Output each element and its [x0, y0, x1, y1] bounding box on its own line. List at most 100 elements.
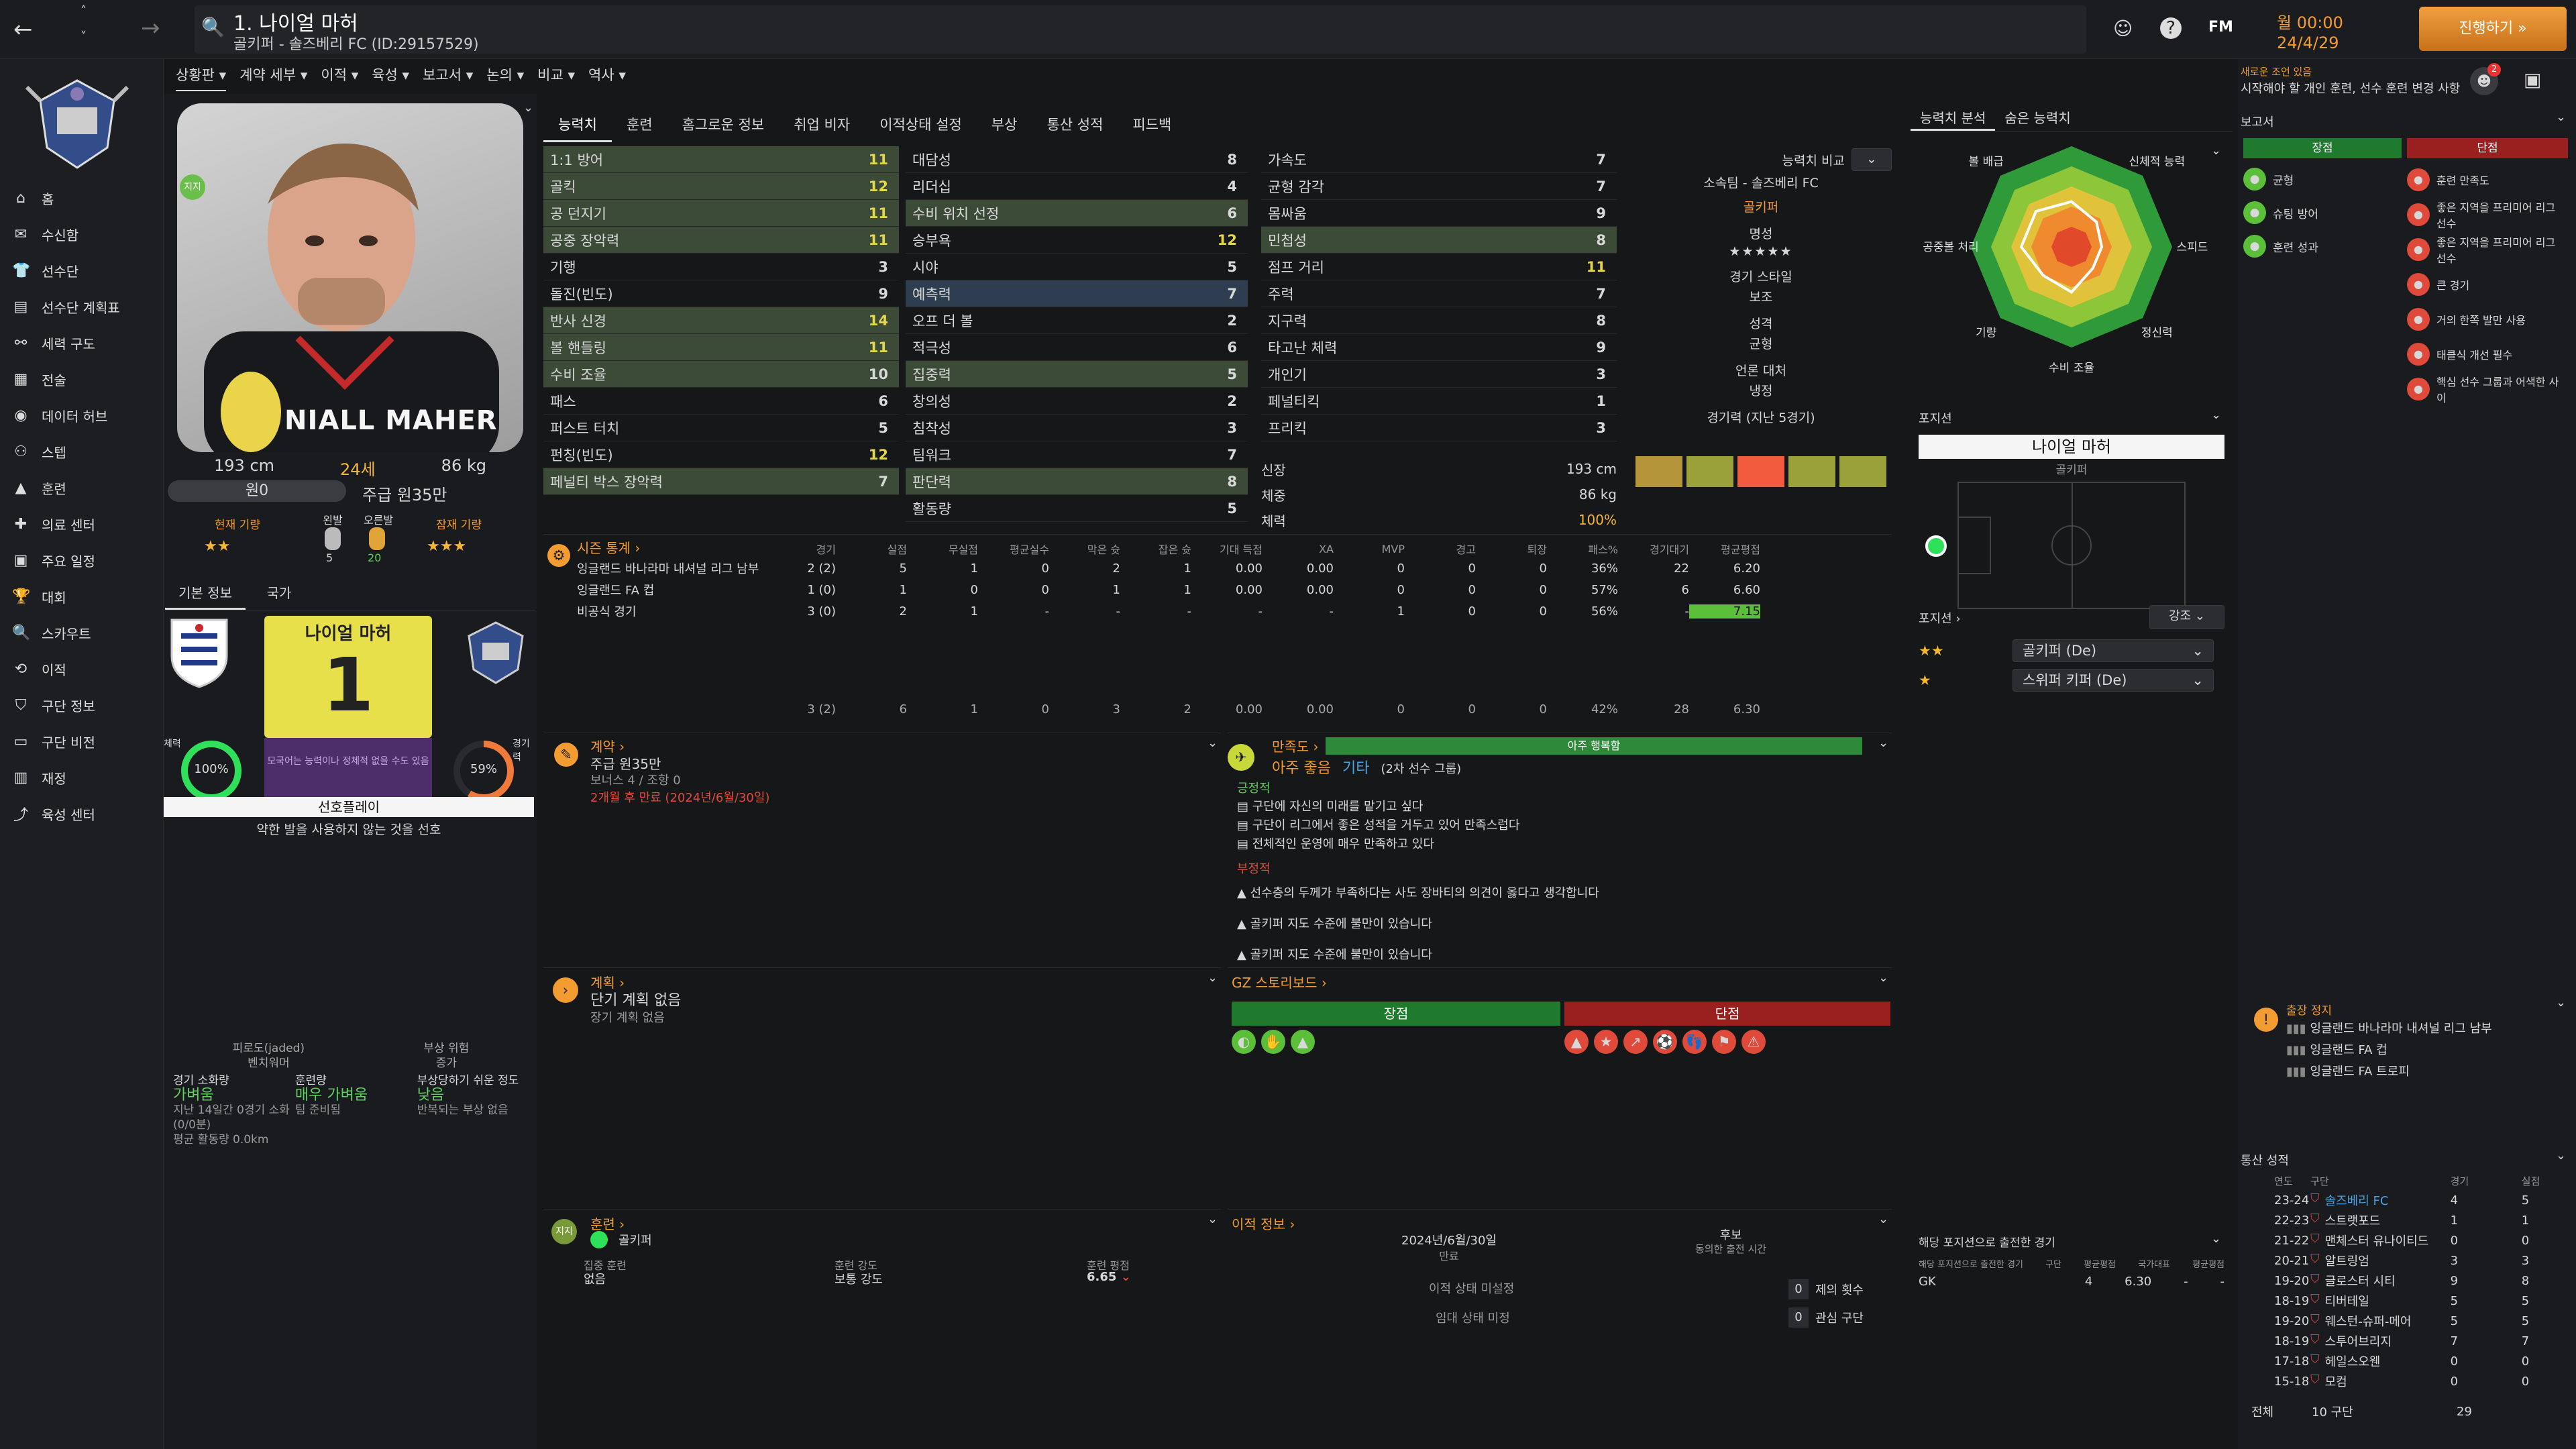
- attribute-row[interactable]: 활동량 5: [906, 495, 1248, 522]
- sidebar-item-data-hub[interactable]: ◉ 데이터 허브: [0, 397, 164, 433]
- suspension-collapse-icon[interactable]: ⌄: [2556, 996, 2567, 1010]
- attribute-row[interactable]: 점프 거리 11: [1261, 254, 1617, 280]
- forward-arrow-icon[interactable]: →: [141, 15, 160, 42]
- career-collapse-icon[interactable]: ⌄: [2556, 1148, 2567, 1163]
- tab-ability-analysis[interactable]: 능력치 분석: [1911, 99, 1996, 131]
- career-row[interactable]: 15-18 ⛉ 모컴 0 0: [2241, 1371, 2573, 1391]
- attribute-row[interactable]: 리더십 4: [906, 173, 1248, 200]
- attribute-row[interactable]: 1:1 방어 11: [543, 146, 899, 173]
- compare-dropdown-button[interactable]: ⌄: [1851, 148, 1892, 171]
- tab-hidden-attributes[interactable]: 숨은 능력치: [2004, 110, 2071, 126]
- gz-title[interactable]: GZ 스토리보드 ›: [1232, 975, 1327, 991]
- subnav-reports[interactable]: 보고서 ▾: [423, 67, 474, 83]
- contract-title[interactable]: 계약 ›: [590, 739, 625, 755]
- career-row[interactable]: 23-24 ⛉ 솔즈베리 FC 4 5: [2241, 1190, 2573, 1210]
- tab-nation[interactable]: 국가: [266, 585, 292, 601]
- plan-collapse-icon[interactable]: ⌄: [1208, 971, 1218, 985]
- report-collapse-icon[interactable]: ⌄: [2556, 110, 2567, 124]
- analysis-collapse-icon[interactable]: ⌄: [2211, 144, 2222, 158]
- attribute-row[interactable]: 팀워크 7: [906, 441, 1248, 468]
- tab-basic-info[interactable]: 기본 정보: [165, 580, 246, 610]
- highlight-dropdown[interactable]: 강조 ⌄: [2149, 605, 2224, 629]
- role-row[interactable]: ★★ 골키퍼 (De) ⌄: [1919, 636, 2224, 665]
- attribute-row[interactable]: 집중력 5: [906, 361, 1248, 388]
- sidebar-item-squad[interactable]: 👕 선수단: [0, 252, 164, 288]
- transfer-collapse-icon[interactable]: ⌄: [1878, 1212, 1889, 1226]
- attribute-row[interactable]: 공 던지기 11: [543, 200, 899, 227]
- contract-collapse-icon[interactable]: ⌄: [1208, 736, 1218, 750]
- attribute-row[interactable]: 프리킥 3: [1261, 415, 1617, 441]
- position-games-collapse-icon[interactable]: ⌄: [2211, 1232, 2222, 1246]
- career-row[interactable]: 20-21 ⛉ 알트링엄 3 3: [2241, 1250, 2573, 1271]
- attribute-row[interactable]: 페널티 박스 장악력 7: [543, 468, 899, 495]
- continue-button[interactable]: 진행하기 »: [2419, 7, 2567, 51]
- season-row[interactable]: 비공식 경기 3 (0) 2 1- - - - -1 0 0 56% -7.15: [543, 600, 1892, 622]
- attribute-row[interactable]: 반사 신경 14: [543, 307, 899, 334]
- sidebar-item-club-vision[interactable]: ▭ 구단 비전: [0, 723, 164, 759]
- screen-icon[interactable]: ▣: [2524, 68, 2542, 91]
- happiness-title[interactable]: 만족도 ›: [1272, 739, 1319, 755]
- sidebar-item-training[interactable]: ▲ 훈련: [0, 470, 164, 506]
- role-row[interactable]: ★ 스위퍼 키퍼 (De) ⌄: [1919, 665, 2224, 695]
- attribute-row[interactable]: 대담성 8: [906, 146, 1248, 173]
- career-row[interactable]: 19-20 ⛉ 글로스터 시티 9 8: [2241, 1271, 2573, 1291]
- attribute-row[interactable]: 주력 7: [1261, 280, 1617, 307]
- subnav-contract[interactable]: 계약 세부 ▾: [239, 67, 308, 83]
- attribute-row[interactable]: 민첩성 8: [1261, 227, 1617, 254]
- attribute-row[interactable]: 페널티킥 1: [1261, 388, 1617, 415]
- chevron-down-icon[interactable]: ˅: [80, 30, 87, 44]
- attribute-row[interactable]: 돌진(빈도) 9: [543, 280, 899, 307]
- sidebar-item-competitions[interactable]: 🏆 대회: [0, 578, 164, 614]
- tab-homegrown[interactable]: 홈그로운 정보: [682, 117, 765, 133]
- career-row[interactable]: 17-18 ⛉ 헤일스오웬 0 0: [2241, 1351, 2573, 1371]
- attribute-row[interactable]: 수비 위치 선정 6: [906, 200, 1248, 227]
- season-row[interactable]: 잉글랜드 바나라마 내셔널 리그 남부 2 (2) 5 1 0 2 1 0.00 0.00 0 0 0…: [543, 557, 1892, 579]
- plan-title[interactable]: 계획 ›: [590, 975, 625, 991]
- career-row[interactable]: 19-20 ⛉ 웨스턴-슈퍼-메어 5 5: [2241, 1311, 2573, 1331]
- attribute-row[interactable]: 침착성 3: [906, 415, 1248, 441]
- sidebar-item-finances[interactable]: ▥ 재정: [0, 759, 164, 796]
- attribute-row[interactable]: 퍼스트 터치 5: [543, 415, 899, 441]
- sidebar-item-medical[interactable]: ✚ 의료 센터: [0, 506, 164, 542]
- attribute-row[interactable]: 예측력 7: [906, 280, 1248, 307]
- tab-work-permit[interactable]: 취업 비자: [794, 117, 851, 133]
- attribute-row[interactable]: 펀칭(빈도) 12: [543, 441, 899, 468]
- gz-collapse-icon[interactable]: ⌄: [1878, 971, 1889, 985]
- career-row[interactable]: 21-22 ⛉ 맨체스터 유나이티드 0 0: [2241, 1230, 2573, 1250]
- attribute-row[interactable]: 공중 장악력 11: [543, 227, 899, 254]
- help-icon[interactable]: ?: [2160, 17, 2182, 39]
- attribute-row[interactable]: 균형 감각 7: [1261, 173, 1617, 200]
- attribute-row[interactable]: 승부욕 12: [906, 227, 1248, 254]
- attribute-row[interactable]: 볼 핸들링 11: [543, 334, 899, 361]
- subnav-development[interactable]: 육성 ▾: [372, 67, 410, 83]
- tab-transfer-status[interactable]: 이적상태 설정: [879, 117, 962, 133]
- attribute-row[interactable]: 가속도 7: [1261, 146, 1617, 173]
- attribute-row[interactable]: 판단력 8: [906, 468, 1248, 495]
- sidebar-item-club-info[interactable]: ⛉ 구단 정보: [0, 687, 164, 723]
- training-collapse-icon[interactable]: ⌄: [1208, 1212, 1218, 1226]
- attribute-row[interactable]: 창의성 2: [906, 388, 1248, 415]
- chevron-up-icon[interactable]: ˄: [80, 4, 87, 18]
- season-row[interactable]: 잉글랜드 FA 컵 1 (0) 1 0 0 1 1 0.00 0.00 0 0 0 57% 6 6.60: [543, 579, 1892, 600]
- subnav-interact[interactable]: 논의 ▾: [486, 67, 525, 83]
- attribute-row[interactable]: 기행 3: [543, 254, 899, 280]
- sidebar-item-dynamics[interactable]: ⚯ 세력 구도: [0, 325, 164, 361]
- attribute-row[interactable]: 적극성 6: [906, 334, 1248, 361]
- attribute-row[interactable]: 지구력 8: [1261, 307, 1617, 334]
- tab-feedback[interactable]: 피드백: [1132, 117, 1172, 133]
- tab-attributes[interactable]: 능력치: [543, 107, 612, 142]
- collapse-chevron-icon[interactable]: ⌄: [523, 101, 534, 115]
- attribute-row[interactable]: 골킥 12: [543, 173, 899, 200]
- sidebar-item-schedule[interactable]: ▣ 주요 일정: [0, 542, 164, 578]
- career-row[interactable]: 18-19 ⛉ 티버테일 5 5: [2241, 1291, 2573, 1311]
- position-collapse-icon[interactable]: ⌄: [2211, 408, 2222, 422]
- attribute-row[interactable]: 몸싸움 9: [1261, 200, 1617, 227]
- subnav-history[interactable]: 역사 ▾: [588, 67, 626, 83]
- role-select[interactable]: 스위퍼 키퍼 (De) ⌄: [2012, 669, 2214, 692]
- news-body[interactable]: 시작해야 할 개인 훈련, 선수 훈련 변경 사항: [2241, 82, 2461, 96]
- happiness-collapse-icon[interactable]: ⌄: [1878, 736, 1889, 750]
- subnav-compare[interactable]: 비교 ▾: [537, 67, 575, 83]
- role-select[interactable]: 골키퍼 (De) ⌄: [2012, 639, 2214, 662]
- tab-career-stats[interactable]: 통산 성적: [1046, 117, 1104, 133]
- fm-menu[interactable]: FM: [2208, 19, 2233, 36]
